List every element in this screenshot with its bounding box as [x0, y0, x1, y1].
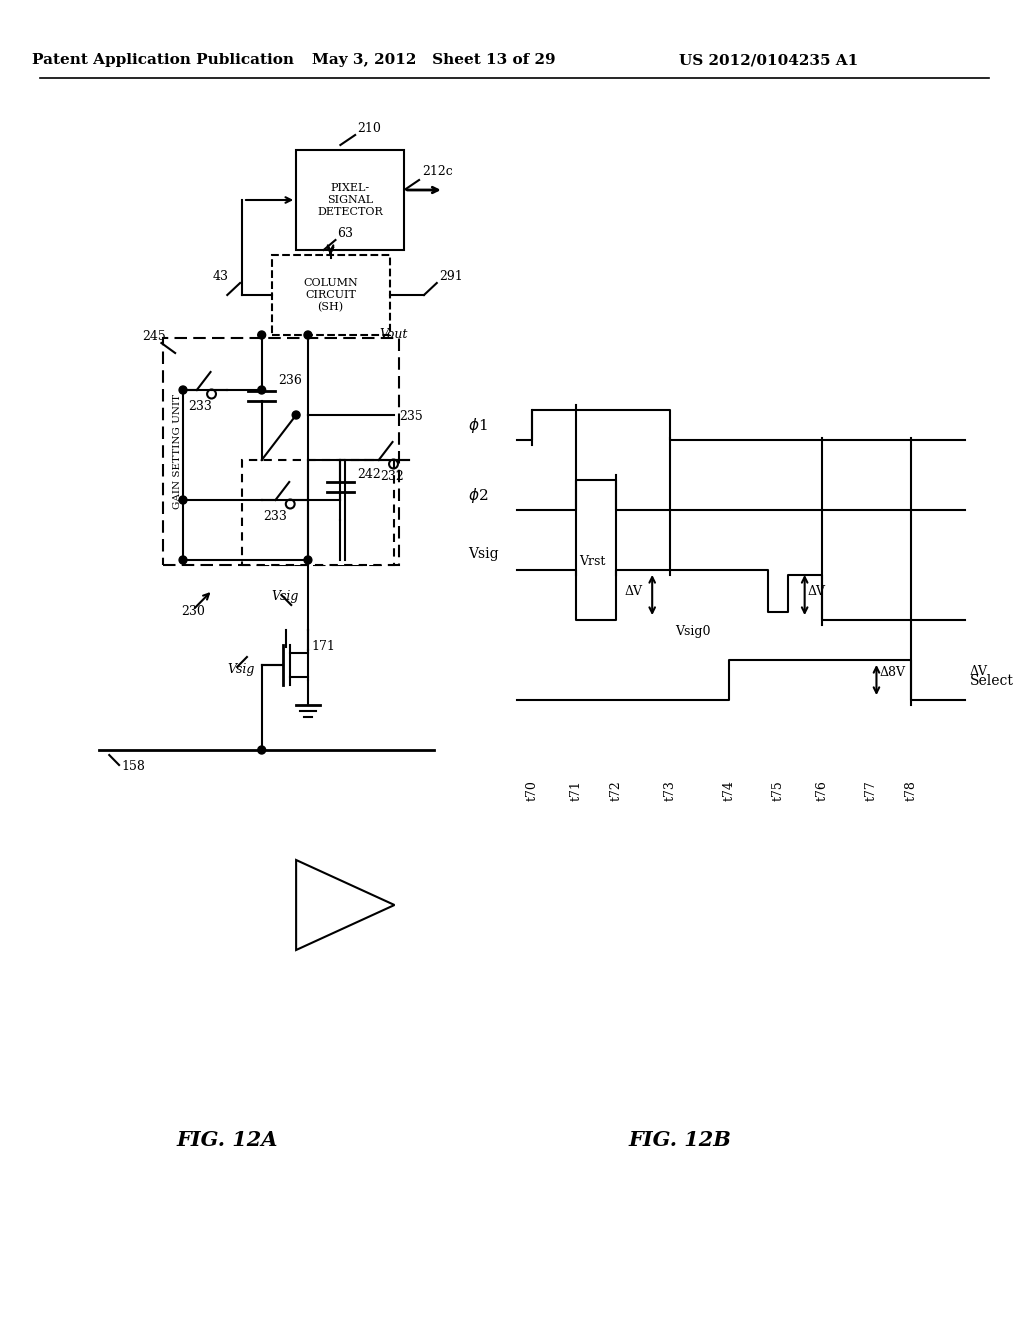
Text: ΔV: ΔV: [625, 585, 643, 598]
Text: 171: 171: [312, 640, 336, 653]
Circle shape: [258, 331, 265, 339]
Text: t75: t75: [772, 780, 784, 801]
Text: t76: t76: [816, 780, 828, 801]
Text: GAIN SETTING UNIT: GAIN SETTING UNIT: [173, 393, 181, 510]
Circle shape: [258, 746, 265, 754]
Text: 43: 43: [213, 271, 228, 282]
Text: PIXEL-
SIGNAL
DETECTOR: PIXEL- SIGNAL DETECTOR: [317, 183, 383, 216]
Circle shape: [304, 556, 312, 564]
Text: t73: t73: [664, 780, 677, 801]
Circle shape: [179, 385, 187, 393]
Text: 210: 210: [357, 121, 381, 135]
Text: Vsig: Vsig: [468, 546, 499, 561]
Circle shape: [292, 411, 300, 418]
Text: t72: t72: [609, 780, 623, 801]
Text: 291: 291: [438, 271, 463, 282]
Bar: [164, 338, 399, 565]
Text: 233: 233: [263, 510, 288, 523]
Text: Vsig0: Vsig0: [675, 624, 711, 638]
Text: 63: 63: [338, 227, 353, 240]
Bar: [242, 459, 394, 565]
Text: t77: t77: [865, 780, 878, 801]
Text: Vsig: Vsig: [227, 663, 255, 676]
Text: FIG. 12B: FIG. 12B: [629, 1130, 731, 1150]
Bar: [296, 150, 404, 249]
Text: Δ8V: Δ8V: [880, 667, 905, 678]
Text: ΔV: ΔV: [808, 585, 825, 598]
Text: Vout: Vout: [380, 327, 409, 341]
Text: $\phi$1: $\phi$1: [468, 416, 487, 436]
Circle shape: [179, 556, 187, 564]
Text: 212c: 212c: [422, 165, 453, 178]
Text: t74: t74: [722, 780, 735, 801]
Text: COLUMN
CIRCUIT
(SH): COLUMN CIRCUIT (SH): [303, 279, 358, 312]
Text: FIG. 12A: FIG. 12A: [176, 1130, 279, 1150]
Text: Vrst: Vrst: [580, 554, 606, 568]
Text: t71: t71: [570, 780, 583, 801]
Text: ΔV: ΔV: [970, 665, 988, 678]
Text: US 2012/0104235 A1: US 2012/0104235 A1: [679, 53, 858, 67]
Circle shape: [258, 385, 265, 393]
Text: 236: 236: [279, 374, 302, 387]
Text: $\phi$2: $\phi$2: [468, 486, 488, 506]
Circle shape: [304, 331, 312, 339]
Text: 233: 233: [188, 400, 212, 413]
Circle shape: [179, 496, 187, 504]
Text: Vsig: Vsig: [271, 590, 299, 603]
Text: 158: 158: [121, 760, 145, 774]
Text: 245: 245: [141, 330, 166, 343]
Text: 232: 232: [380, 470, 403, 483]
Text: t78: t78: [904, 780, 918, 801]
Text: t70: t70: [525, 780, 539, 801]
Text: 242: 242: [357, 469, 381, 480]
Text: 230: 230: [181, 605, 205, 618]
Text: Patent Application Publication: Patent Application Publication: [33, 53, 294, 67]
Text: Select: Select: [970, 675, 1014, 688]
Bar: [271, 255, 389, 335]
Text: May 3, 2012   Sheet 13 of 29: May 3, 2012 Sheet 13 of 29: [312, 53, 556, 67]
Text: 235: 235: [399, 411, 423, 422]
